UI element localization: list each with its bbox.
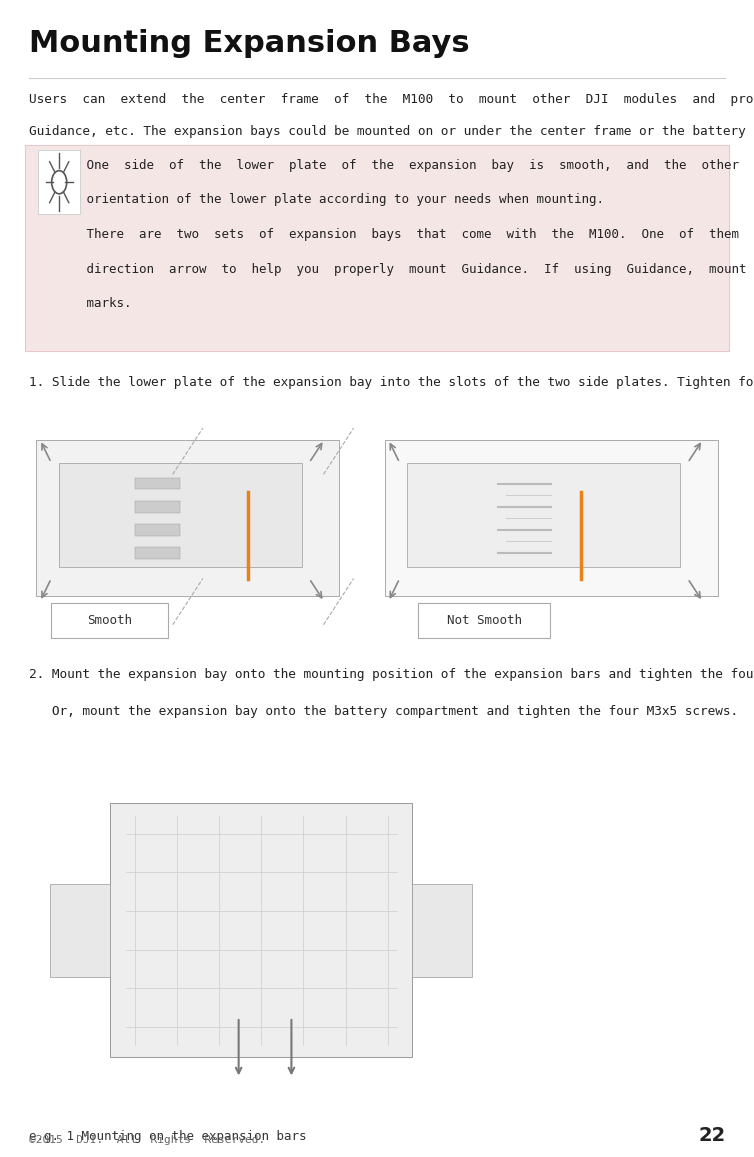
FancyBboxPatch shape	[135, 478, 180, 489]
Text: 22: 22	[698, 1127, 725, 1145]
Text: Not Smooth: Not Smooth	[447, 613, 522, 627]
Text: Guidance, etc. The expansion bays could be mounted on or under the center frame : Guidance, etc. The expansion bays could …	[29, 125, 754, 138]
Text: Or, mount the expansion bay onto the battery compartment and tighten the four M3: Or, mount the expansion bay onto the bat…	[29, 705, 737, 717]
FancyBboxPatch shape	[135, 501, 180, 513]
FancyBboxPatch shape	[25, 145, 729, 351]
Text: ©2015  DJI.  All  Rights  Reserved.: ©2015 DJI. All Rights Reserved.	[29, 1135, 265, 1145]
Text: orientation of the lower plate according to your needs when mounting.: orientation of the lower plate according…	[79, 193, 604, 206]
FancyBboxPatch shape	[59, 463, 302, 567]
Text: marks.: marks.	[79, 297, 132, 310]
FancyBboxPatch shape	[412, 884, 472, 977]
FancyBboxPatch shape	[385, 440, 718, 596]
FancyBboxPatch shape	[135, 524, 180, 536]
Text: e.g. 1 Mounting on the expansion bars: e.g. 1 Mounting on the expansion bars	[29, 1130, 306, 1143]
FancyBboxPatch shape	[51, 884, 111, 977]
Text: Smooth: Smooth	[87, 613, 132, 627]
FancyBboxPatch shape	[51, 603, 168, 638]
Text: There  are  two  sets  of  expansion  bays  that  come  with  the  M100.  One  o: There are two sets of expansion bays tha…	[79, 228, 754, 241]
Text: direction  arrow  to  help  you  properly  mount  Guidance.  If  using  Guidance: direction arrow to help you properly mou…	[79, 263, 754, 275]
FancyBboxPatch shape	[38, 150, 80, 214]
FancyBboxPatch shape	[111, 803, 412, 1057]
Text: Users  can  extend  the  center  frame  of  the  M100  to  mount  other  DJI  mo: Users can extend the center frame of the…	[29, 93, 754, 105]
Text: One  side  of  the  lower  plate  of  the  expansion  bay  is  smooth,  and  the: One side of the lower plate of the expan…	[79, 159, 754, 171]
FancyBboxPatch shape	[36, 440, 339, 596]
FancyBboxPatch shape	[418, 603, 550, 638]
Text: 2. Mount the expansion bay onto the mounting position of the expansion bars and : 2. Mount the expansion bay onto the moun…	[29, 668, 754, 680]
FancyBboxPatch shape	[407, 463, 680, 567]
Text: Mounting Expansion Bays: Mounting Expansion Bays	[29, 29, 469, 58]
FancyBboxPatch shape	[135, 547, 180, 559]
FancyBboxPatch shape	[25, 751, 498, 1110]
Text: 1. Slide the lower plate of the expansion bay into the slots of the two side pla: 1. Slide the lower plate of the expansio…	[29, 376, 754, 389]
